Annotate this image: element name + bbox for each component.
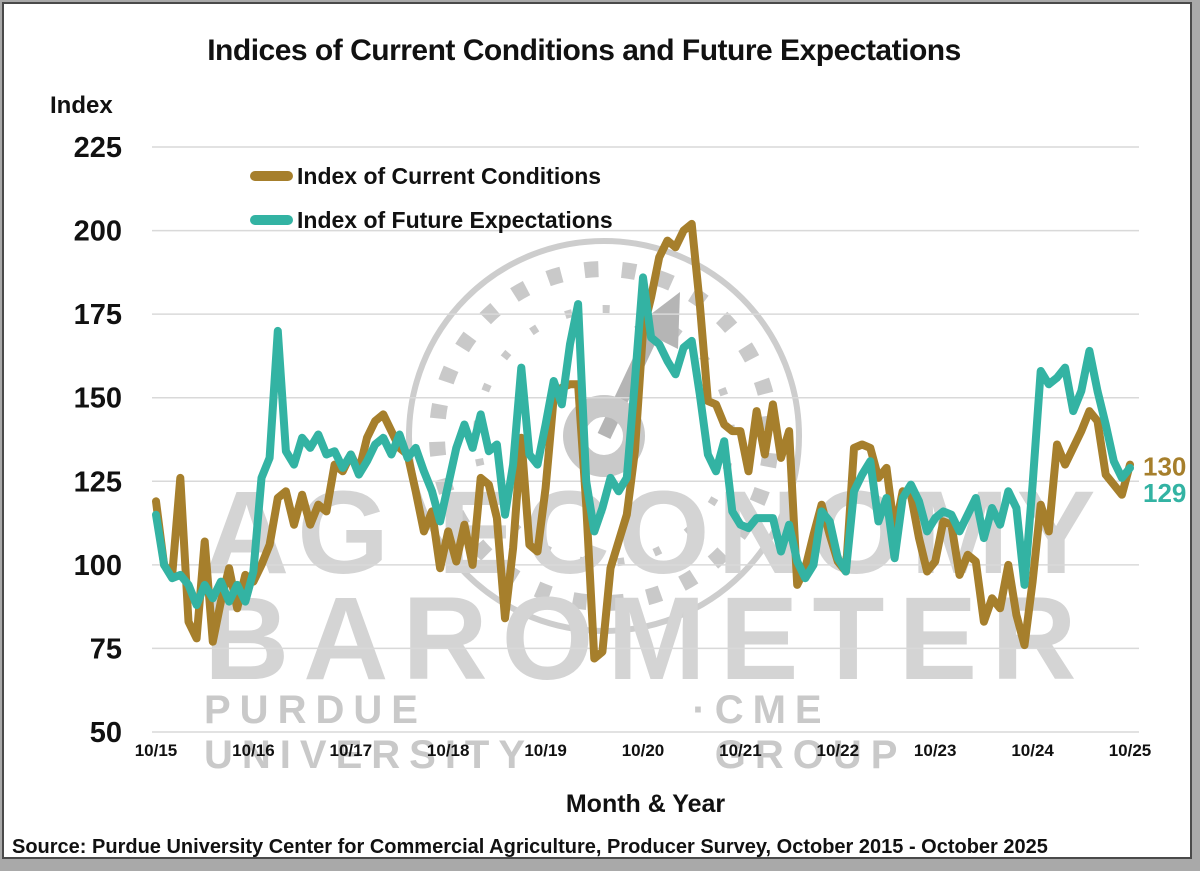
x-tick-10/24: 10/24 [1011, 741, 1054, 760]
x-tick-10/16: 10/16 [232, 741, 275, 760]
gauge-needle-arrowhead [634, 292, 680, 349]
chart-panel: AG ECONOMY BAROMETER PURDUE UNIVERSITY ·… [2, 2, 1192, 859]
x-tick-10/17: 10/17 [330, 741, 373, 760]
watermark-ag-economy: AG ECONOMY [204, 467, 1104, 599]
end-label-current-conditions: 130 [1143, 452, 1186, 482]
end-label-future-expectations: 129 [1143, 478, 1186, 508]
legend-swatch-future-expectations [250, 215, 293, 225]
x-tick-10/15: 10/15 [135, 741, 178, 760]
watermark-purdue: PURDUE UNIVERSITY [204, 688, 535, 777]
x-tick-10/20: 10/20 [622, 741, 665, 760]
y-tick-175: 175 [74, 299, 122, 331]
y-tick-75: 75 [90, 633, 122, 665]
gridlines [152, 146, 1139, 733]
x-tick-10/18: 10/18 [427, 741, 470, 760]
series-line-future-expectations [152, 273, 1134, 609]
y-tick-150: 150 [74, 383, 122, 415]
source-citation: Source: Purdue University Center for Com… [12, 836, 1048, 858]
watermark-footer: PURDUE UNIVERSITY · CME GROUP [204, 688, 994, 778]
y-tick-225: 225 [74, 132, 122, 164]
x-tick-10/23: 10/23 [914, 741, 957, 760]
chart-title: Indices of Current Conditions and Future… [207, 34, 961, 67]
x-tick-10/22: 10/22 [817, 741, 860, 760]
legend-label-current-conditions: Index of Current Conditions [297, 162, 602, 189]
x-tick-10/19: 10/19 [524, 741, 567, 760]
watermark-separator: · [692, 688, 715, 732]
legend-item-current-conditions: Index of Current Conditions [250, 162, 602, 189]
y-tick-100: 100 [74, 550, 122, 582]
y-tick-200: 200 [74, 216, 122, 248]
series-line-current-conditions [152, 219, 1134, 663]
y-tick-125: 125 [74, 466, 122, 498]
y-axis-tick-labels: 225 200 175 150 125 100 75 50 [74, 132, 122, 749]
data-series-lines [152, 219, 1134, 663]
legend-item-future-expectations: Index of Future Expectations [250, 206, 613, 233]
x-tick-10/21: 10/21 [719, 741, 762, 760]
y-tick-50: 50 [90, 717, 122, 749]
legend-label-future-expectations: Index of Future Expectations [297, 206, 613, 233]
legend-swatch-current-conditions [250, 171, 293, 181]
x-axis-title: Month & Year [565, 790, 726, 818]
x-axis-tick-labels: 10/15 10/16 10/17 10/18 10/19 10/20 10/21 10/22… [135, 741, 1152, 760]
watermark-barometer: BAROMETER [204, 573, 1091, 705]
x-tick-10/25: 10/25 [1109, 741, 1152, 760]
watermark-cme: CME GROUP [714, 688, 907, 777]
y-axis-title: Index [50, 92, 113, 119]
